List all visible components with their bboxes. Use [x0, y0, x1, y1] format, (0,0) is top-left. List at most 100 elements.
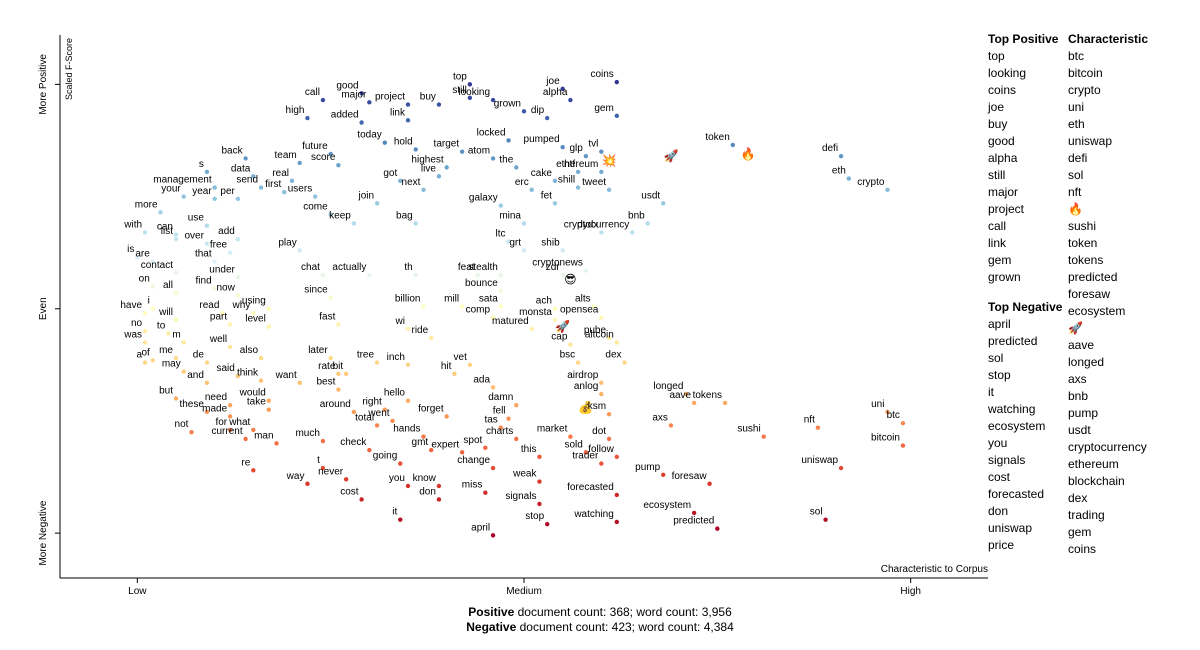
term[interactable]: token: [1068, 236, 1098, 250]
point: [150, 306, 155, 311]
term[interactable]: it: [988, 385, 994, 399]
term[interactable]: forecasted: [988, 487, 1045, 501]
point: [599, 149, 604, 154]
emoji-point: 🔥: [741, 147, 756, 161]
point: [135, 254, 140, 260]
term[interactable]: sol: [988, 351, 1004, 365]
point-label: dex: [605, 350, 621, 361]
term[interactable]: watching: [988, 402, 1036, 416]
point: [599, 230, 604, 235]
point: [459, 304, 465, 309]
term-list-title: Top Negative: [988, 300, 1063, 314]
term[interactable]: pump: [1068, 406, 1099, 420]
term[interactable]: ecosystem: [1068, 304, 1126, 318]
term[interactable]: top: [988, 49, 1005, 63]
point-label: alts: [575, 294, 591, 305]
term[interactable]: stop: [988, 368, 1011, 382]
term[interactable]: joe: [988, 100, 1005, 114]
point-label: shib: [541, 237, 560, 248]
term[interactable]: predicted: [1068, 270, 1118, 284]
point-label: these: [179, 399, 204, 410]
point-label: bsc: [560, 350, 576, 361]
point-label: way: [286, 471, 305, 482]
point-label: change: [457, 455, 490, 466]
term[interactable]: uniswap: [1068, 134, 1113, 148]
point: [305, 115, 310, 121]
term[interactable]: buy: [988, 117, 1008, 131]
term[interactable]: dex: [1068, 491, 1088, 505]
term[interactable]: aave: [1068, 338, 1095, 352]
term[interactable]: tokens: [1068, 253, 1104, 267]
point: [761, 434, 766, 439]
term[interactable]: project: [988, 202, 1025, 216]
term[interactable]: alpha: [988, 151, 1018, 165]
term[interactable]: axs: [1068, 372, 1087, 386]
term[interactable]: btc: [1068, 49, 1085, 63]
term[interactable]: 🚀: [1068, 321, 1083, 335]
term[interactable]: still: [988, 168, 1006, 182]
point: [560, 86, 565, 92]
term[interactable]: sushi: [1068, 219, 1097, 233]
term[interactable]: nft: [1068, 185, 1082, 199]
term[interactable]: defi: [1068, 151, 1088, 165]
point-label: forget: [418, 403, 444, 414]
point-label: airdrop: [567, 370, 599, 381]
term[interactable]: predicted: [988, 334, 1038, 348]
point: [552, 201, 558, 206]
term[interactable]: call: [988, 219, 1007, 233]
term[interactable]: usdt: [1068, 423, 1091, 437]
point-label: sol: [810, 507, 823, 518]
term[interactable]: gem: [1068, 525, 1092, 539]
point-label: can: [157, 222, 173, 233]
point-label: know: [413, 473, 437, 484]
term[interactable]: ecosystem: [988, 419, 1046, 433]
point: [552, 178, 558, 184]
point-label: crypto: [857, 177, 885, 188]
term[interactable]: uniswap: [988, 521, 1033, 535]
point-label: ethereum: [556, 159, 598, 170]
term[interactable]: link: [988, 236, 1007, 250]
term[interactable]: cost: [988, 470, 1011, 484]
term[interactable]: ethereum: [1068, 457, 1119, 471]
point: [398, 517, 403, 522]
term[interactable]: cryptocurrency: [1068, 440, 1147, 454]
term[interactable]: good: [988, 134, 1015, 148]
point-label: that: [195, 249, 212, 260]
term[interactable]: april: [988, 317, 1011, 331]
point: [382, 407, 387, 412]
term[interactable]: 🔥: [1068, 202, 1083, 216]
point-label: link: [390, 107, 406, 118]
point: [568, 434, 573, 439]
point-label: bitcoin: [871, 433, 900, 444]
point-label: tree: [357, 350, 375, 361]
term[interactable]: gem: [988, 253, 1012, 267]
term[interactable]: price: [988, 538, 1015, 552]
point: [514, 436, 519, 442]
term[interactable]: looking: [988, 66, 1027, 80]
term[interactable]: coins: [988, 83, 1017, 97]
point: [575, 360, 581, 365]
term[interactable]: trading: [1068, 508, 1105, 522]
term[interactable]: sol: [1068, 168, 1084, 182]
term[interactable]: bnb: [1068, 389, 1089, 403]
term[interactable]: eth: [1068, 117, 1085, 131]
point: [235, 293, 241, 298]
point-label: pube: [584, 325, 607, 336]
term[interactable]: don: [988, 504, 1009, 518]
term[interactable]: major: [988, 185, 1019, 199]
term[interactable]: blockchain: [1068, 474, 1125, 488]
term[interactable]: longed: [1068, 355, 1105, 369]
term[interactable]: signals: [988, 453, 1026, 467]
term[interactable]: bitcoin: [1068, 66, 1103, 80]
point: [436, 174, 442, 179]
term[interactable]: crypto: [1068, 83, 1101, 97]
point: [475, 272, 480, 278]
term[interactable]: foresaw: [1068, 287, 1111, 301]
point-label: mina: [499, 210, 521, 221]
term[interactable]: uni: [1068, 100, 1085, 114]
term[interactable]: you: [988, 436, 1008, 450]
point-label: monsta: [519, 307, 552, 318]
term[interactable]: grown: [988, 270, 1021, 284]
term[interactable]: coins: [1068, 542, 1097, 556]
point: [374, 201, 380, 206]
